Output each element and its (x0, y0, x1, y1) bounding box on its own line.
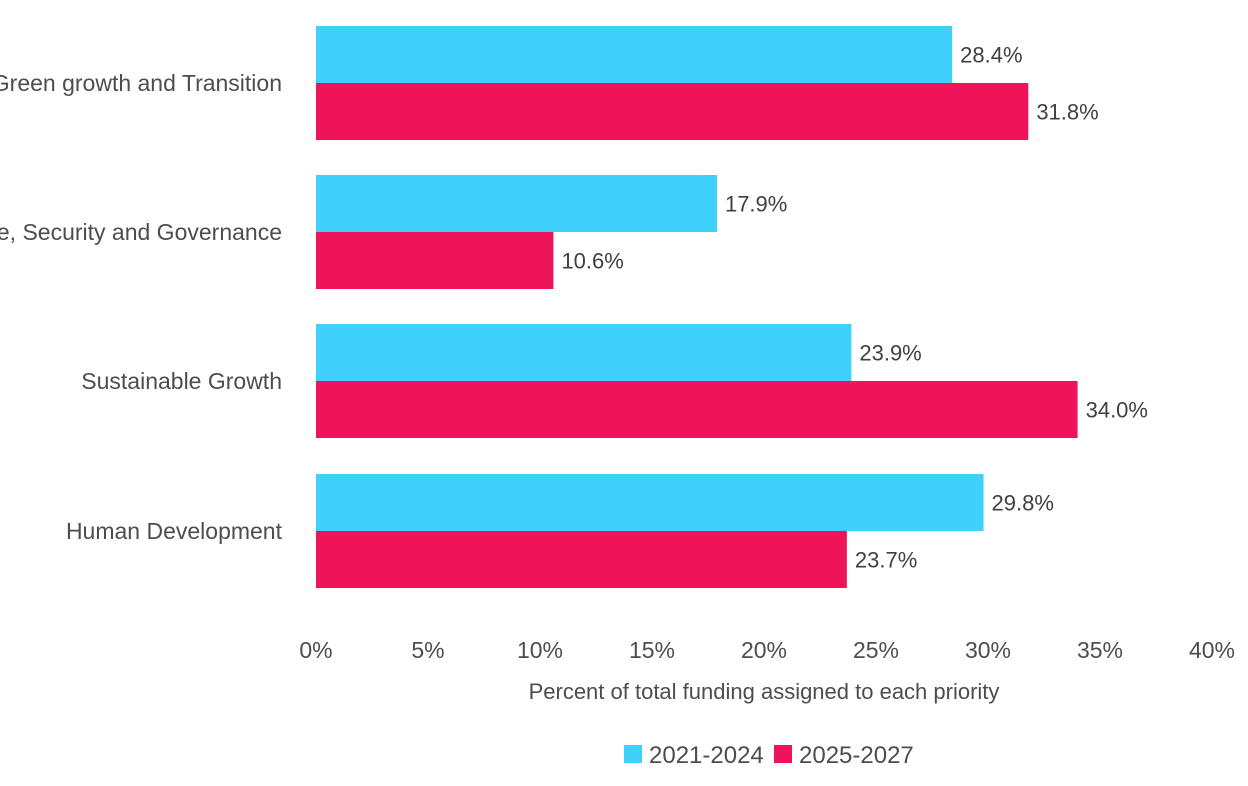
data-label: 10.6% (561, 249, 623, 274)
data-label: 34.0% (1086, 398, 1148, 423)
category-label: Peace, Security and Governance (0, 219, 282, 245)
x-tick-label: 20% (741, 637, 787, 663)
legend-label: 2021-2024 (649, 742, 764, 769)
bar-2021-2024 (316, 324, 852, 381)
data-label: 28.4% (960, 43, 1022, 68)
data-label: 23.7% (855, 548, 917, 573)
category-label: Sustainable Growth (81, 368, 282, 394)
x-tick-label: 30% (965, 637, 1011, 663)
x-tick-label: 0% (299, 637, 332, 663)
bar-2025-2027 (316, 381, 1078, 438)
data-labels-group: 28.4% 31.8% 17.9% 10.6% 23.9% 34.0% 29.8% 23.7% (561, 43, 1148, 573)
x-tick-label: 25% (853, 637, 899, 663)
bar-2025-2027 (316, 531, 847, 588)
bar-2021-2024 (316, 175, 717, 232)
data-label: 17.9% (725, 192, 787, 217)
bar-2025-2027 (316, 232, 554, 289)
data-label: 31.8% (1036, 100, 1098, 125)
x-tick-label: 40% (1189, 637, 1235, 663)
category-labels-group: Green growth and Transition Peace, Securi… (0, 70, 283, 544)
x-axis-title: Percent of total funding assigned to eac… (529, 679, 1000, 704)
x-tick-label: 15% (629, 637, 675, 663)
data-label: 29.8% (992, 491, 1054, 516)
category-label: Human Development (66, 518, 283, 544)
bar-2021-2024 (316, 26, 953, 83)
x-tick-label: 5% (411, 637, 444, 663)
category-label: Green growth and Transition (0, 70, 282, 96)
legend-swatch (624, 745, 642, 763)
legend-swatch (774, 745, 792, 763)
legend: 2021-2024 2025-2027 (624, 742, 914, 769)
x-tick-label: 35% (1077, 637, 1123, 663)
legend-label: 2025-2027 (799, 742, 914, 769)
bars-group (316, 26, 1078, 588)
bar-2021-2024 (316, 474, 984, 531)
x-tick-label: 10% (517, 637, 563, 663)
data-label: 23.9% (859, 341, 921, 366)
x-tick-labels-group: 0% 5% 10% 15% 20% 25% 30% 35% 40% (299, 637, 1235, 663)
bar-2025-2027 (316, 83, 1029, 140)
